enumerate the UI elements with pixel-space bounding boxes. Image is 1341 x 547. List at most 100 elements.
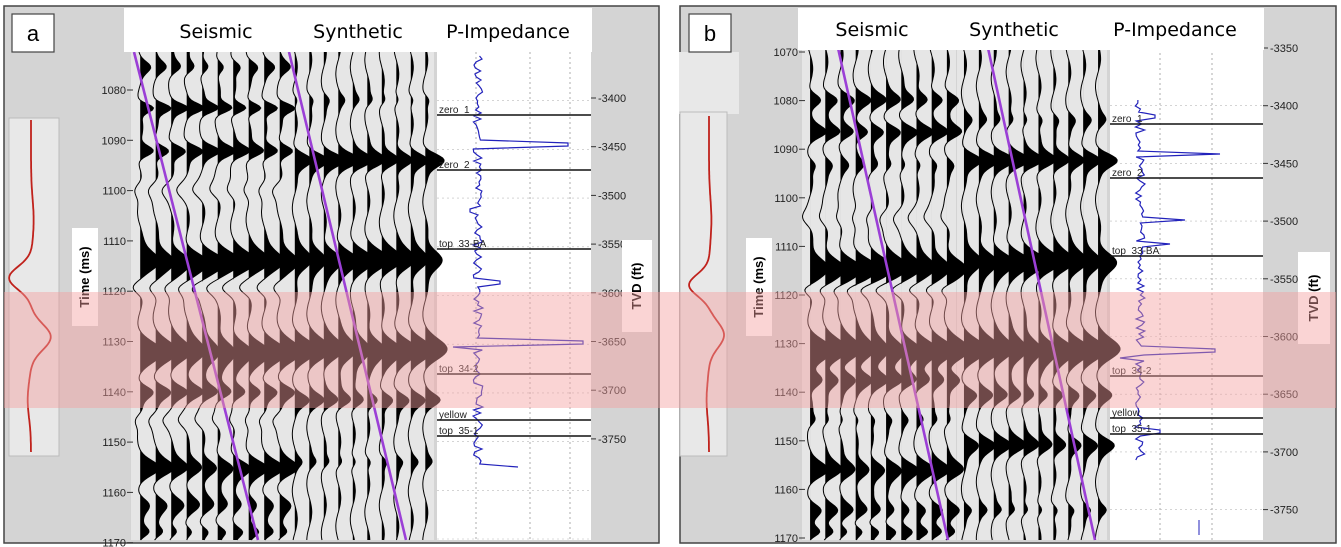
- wiggle-fill: [1038, 48, 1061, 540]
- horizon-label: zero_2: [1112, 168, 1143, 179]
- depth-tick-label: -3600: [598, 288, 626, 300]
- depth-tick-label: -3500: [1270, 216, 1298, 228]
- wiggle-fill: [233, 52, 257, 540]
- depth-tick-label: -3600: [1270, 332, 1298, 344]
- wiggle-trace: [940, 47, 970, 541]
- panel-label-a: a: [27, 21, 40, 46]
- time-tick-label: 1070: [774, 47, 798, 59]
- time-tick-label: 1120: [774, 290, 798, 302]
- wiggle-fill: [840, 48, 862, 540]
- time-tick-label: 1100: [102, 186, 126, 198]
- time-axis-label-text-b: Time (ms): [751, 256, 766, 317]
- wiggle-fill: [140, 52, 163, 540]
- wiggle-trace: [256, 51, 288, 541]
- wiggle-trace: [875, 47, 910, 541]
- wiggle-fill: [309, 52, 331, 540]
- horizon-label: top_34-2: [1112, 366, 1152, 377]
- time-axis-label-text-a: Time (ms): [77, 246, 92, 307]
- wiggle-trace: [349, 51, 375, 541]
- wiggle-fill: [855, 48, 879, 540]
- wiggle-trace: [833, 47, 863, 541]
- time-tick-label: 1160: [102, 487, 126, 499]
- impedance-grid-b: [1110, 48, 1263, 540]
- wiggle-fill: [810, 48, 833, 540]
- wiggle-trace: [860, 47, 895, 541]
- trend-line-synthetic-b: [986, 47, 1097, 541]
- wiggle-trace: [1020, 47, 1048, 541]
- depth-tick-label: -3400: [1270, 101, 1298, 113]
- horizon-label: top_35-1: [1112, 424, 1152, 435]
- wiggle-fill: [248, 52, 271, 540]
- time-tick-label: 1080: [102, 85, 126, 97]
- wiggle-fill: [1098, 48, 1120, 540]
- trend-line-synthetic-a: [287, 51, 408, 541]
- wiggle-fill: [338, 52, 360, 540]
- wiggle-trace: [407, 51, 434, 541]
- horizon-label: zero_1: [1112, 114, 1143, 125]
- time-tick-label: 1170: [774, 533, 798, 545]
- wiggle-trace: [176, 52, 209, 541]
- wiggle-trace: [1080, 47, 1107, 541]
- wiggle-trace: [291, 51, 318, 541]
- depth-tick-label: -3550: [1270, 274, 1298, 286]
- depth-tick-label: -3550: [598, 239, 626, 251]
- time-tick-label: 1150: [774, 436, 798, 448]
- depth-tick-label: -3700: [1270, 447, 1298, 459]
- time-tick-label: 1170: [102, 538, 126, 547]
- horizon-label: top_33-BA: [1112, 246, 1160, 257]
- trend-line-seismic-b: [836, 47, 950, 541]
- wiggle-fill: [931, 48, 955, 540]
- highlight-band: [4, 292, 1336, 408]
- depth-tick-label: -3500: [598, 190, 626, 202]
- header-impedance-b: P-Impedance: [1113, 19, 1237, 41]
- impedance-curve-a: [452, 55, 584, 468]
- wiggle-trace: [364, 51, 390, 541]
- wiggle-fill: [171, 52, 192, 540]
- wiggle-trace: [891, 47, 923, 541]
- header-synthetic-b: Synthetic: [969, 19, 1059, 41]
- horizon-label: top_34-2: [439, 364, 479, 375]
- impedance-grid-a: [437, 52, 591, 540]
- header-synthetic-a: Synthetic: [313, 21, 403, 43]
- wavelet-a: [8, 120, 52, 453]
- wiggle-trace: [335, 51, 360, 541]
- depth-axis-label-a: TVD (ft): [622, 240, 652, 332]
- horizon-label: top_35-1: [439, 426, 479, 437]
- wiggle-fill: [217, 52, 242, 540]
- wiggle-trace: [1094, 47, 1121, 540]
- panel-a: Time (ms) zero_1 zero_2 top_33-BA top_34-2y…: [3, 5, 660, 547]
- wiggle-fill: [978, 48, 1001, 540]
- depth-axis-label-b: TVD (ft): [1298, 252, 1330, 344]
- header-seismic-a: Seismic: [179, 21, 252, 43]
- wiggle-fill: [946, 48, 970, 540]
- impedance-curve-b: [1119, 99, 1221, 461]
- time-tick-label: 1090: [774, 144, 798, 156]
- time-tick-label: 1100: [774, 193, 798, 205]
- depth-tick-label: -3400: [598, 93, 626, 105]
- time-ticks-a: 1080 1090 1100 1110 1120 1130 1140 1150 1160 1170: [102, 85, 133, 547]
- wiggle-fill: [279, 52, 302, 540]
- depth-tick-label: -3450: [1270, 158, 1298, 170]
- wiggle-trace: [1035, 47, 1062, 540]
- time-tick-label: 1080: [774, 96, 798, 108]
- wiggle-fill: [425, 52, 447, 540]
- header-impedance-a: P-Impedance: [446, 21, 570, 43]
- wiggle-trace: [132, 51, 164, 541]
- depth-tick-label: -3350: [1270, 43, 1298, 55]
- depth-axis-label-text-b: TVD (ft): [1306, 275, 1321, 322]
- wiggle-fill: [202, 52, 226, 540]
- wiggle-trace: [206, 51, 243, 541]
- trend-line-seismic-a: [132, 51, 260, 541]
- panel-label-b: b: [704, 21, 716, 46]
- time-tick-label: 1110: [103, 236, 126, 248]
- wiggle-fill: [323, 52, 345, 540]
- horizon-label: yellow: [1112, 408, 1141, 419]
- depth-tick-label: -3750: [1270, 505, 1298, 517]
- wiggle-trace: [271, 51, 303, 541]
- wiggle-trace: [320, 52, 345, 541]
- depth-tick-label: -3700: [598, 385, 626, 397]
- synthetic-track-b: [960, 47, 1121, 541]
